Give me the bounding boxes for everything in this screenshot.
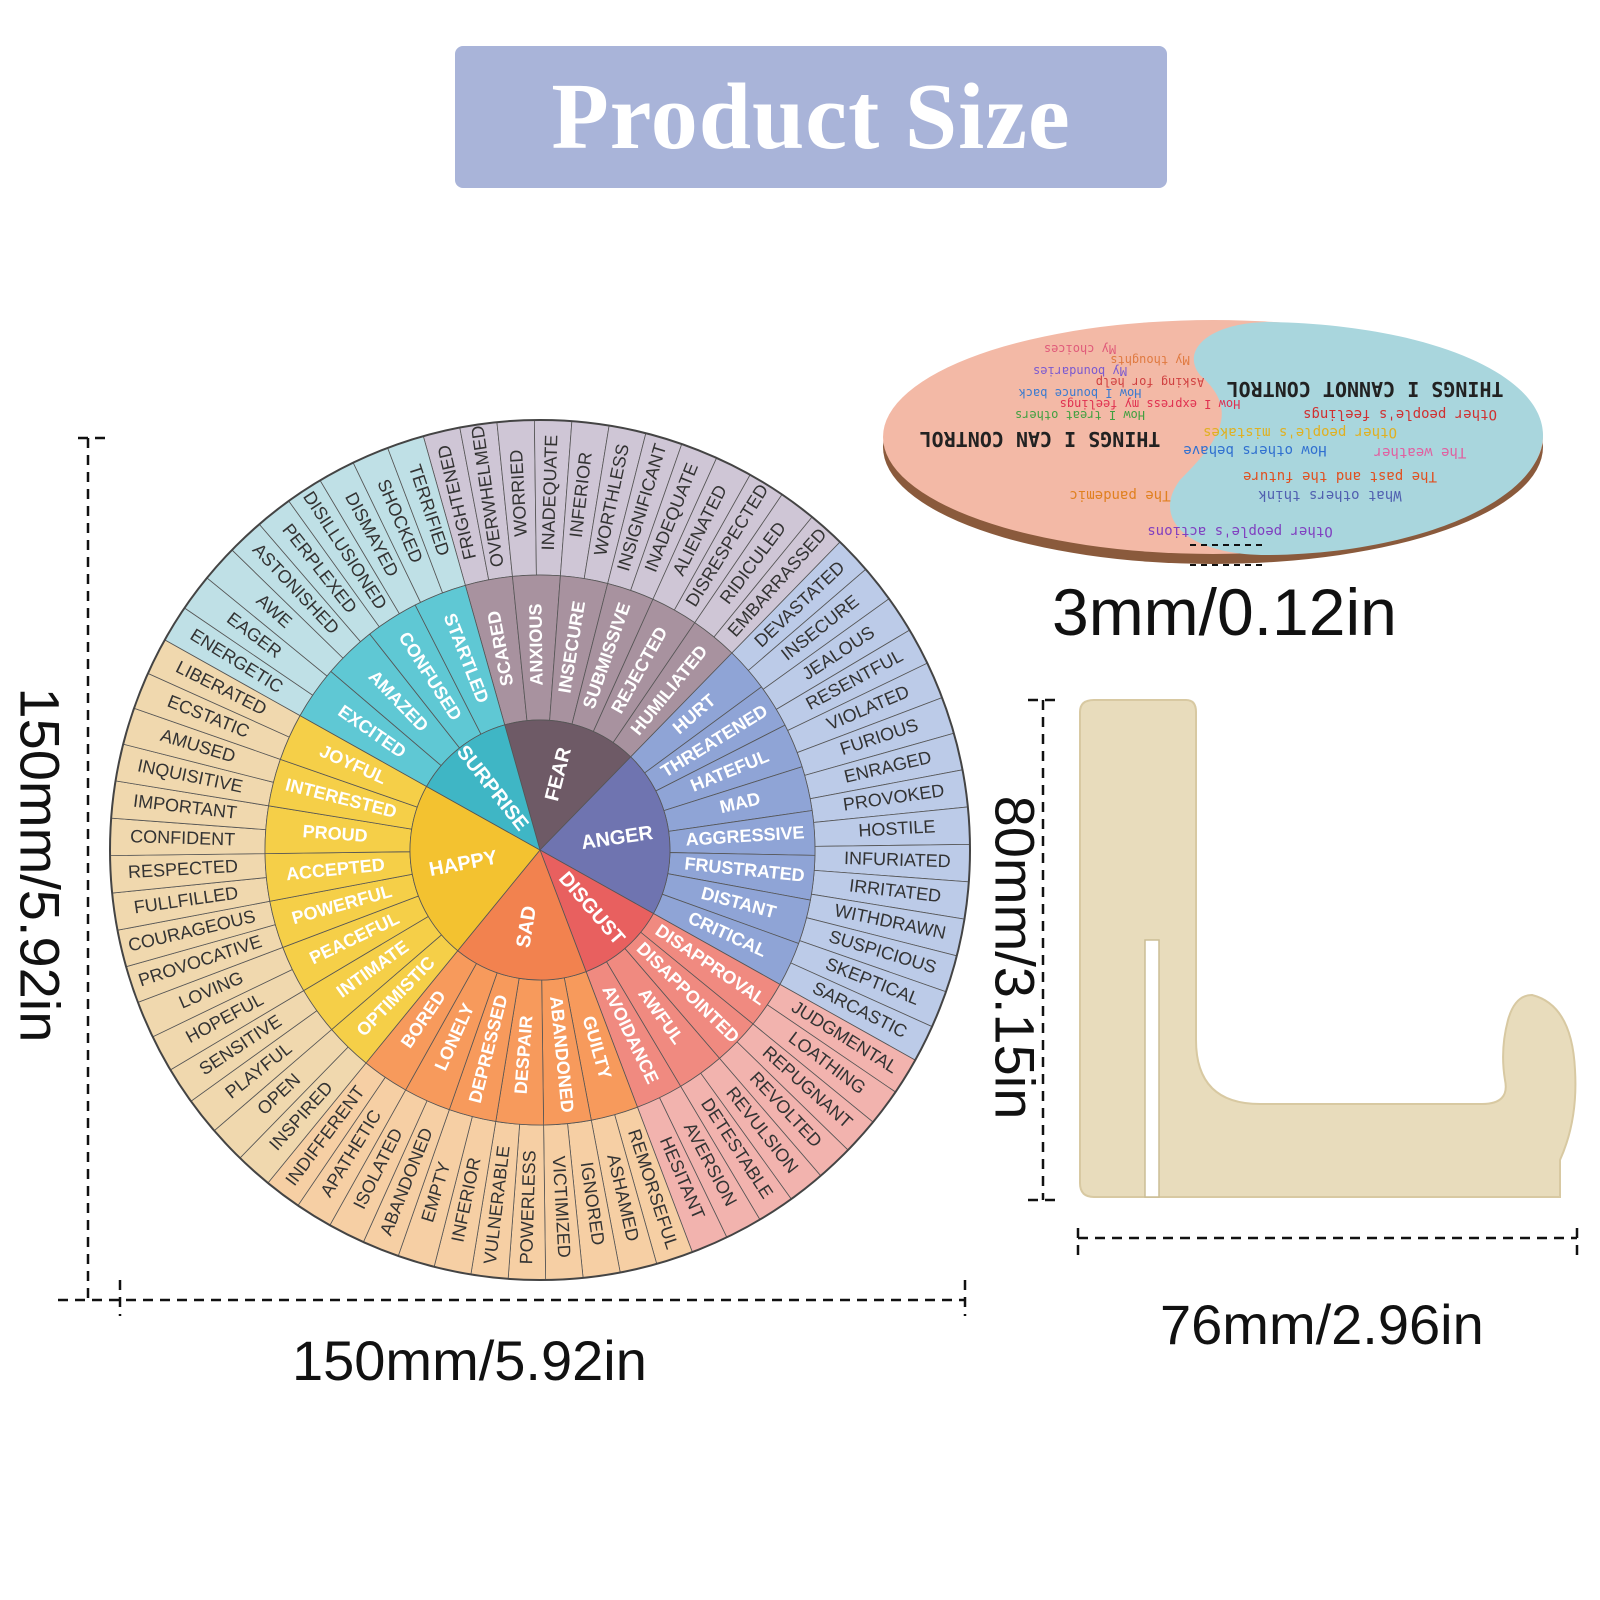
coaster-cannot-control-title: THINGS I CANNOT CONTROL xyxy=(1227,377,1504,401)
coaster-cannot-item: Other people's feelings xyxy=(1303,406,1497,422)
stand-height-label: 80mm/3.15in xyxy=(983,795,1047,1120)
outer-emotion-label: WORRIED xyxy=(506,449,531,537)
outer-emotion-label: HOSTILE xyxy=(858,816,936,840)
coaster-disc: THINGS I CAN CONTROL THINGS I CANNOT CONT… xyxy=(883,320,1544,564)
coaster-can-item: How I express my feelings xyxy=(1060,397,1241,411)
product-size-banner: Product Size xyxy=(455,46,1167,188)
wheel-height-dimension-line xyxy=(78,436,110,1300)
stand-height-dimension-line xyxy=(1028,698,1058,1202)
coaster-can-item: How I treat others xyxy=(1015,408,1145,422)
coaster-cannot-item: Other people's mistakes xyxy=(1203,424,1397,440)
wooden-stand xyxy=(1079,699,1577,1198)
core-emotion-segment xyxy=(426,724,541,851)
coaster-cannot-item: The pandemic xyxy=(1069,487,1170,503)
coaster-cannot-item: The past and the future xyxy=(1243,468,1437,484)
coaster-cannot-item: What others think xyxy=(1258,487,1402,503)
middle-emotion-label: PROUD xyxy=(302,821,368,846)
coaster-can-item: How I bounce back xyxy=(1018,386,1142,400)
coaster-can-item: Asking for help xyxy=(1096,375,1204,389)
coaster-cannot-item: The weather xyxy=(1374,444,1467,460)
wheel-width-label: 150mm/5.92in xyxy=(292,1329,647,1392)
wheel-outline xyxy=(109,419,971,1281)
banner-title: Product Size xyxy=(551,65,1071,169)
coaster-cannot-item: Other people's actions xyxy=(1147,523,1332,539)
coaster-can-item: My choices xyxy=(1044,342,1116,356)
wheel-width-dimension-line xyxy=(58,1280,967,1316)
thickness-dimension-marker xyxy=(1190,544,1262,566)
middle-emotion-label: ANXIOUS xyxy=(526,603,547,685)
outer-emotion-label: INFURIATED xyxy=(844,848,951,871)
coaster-can-item: My thoughts xyxy=(1110,353,1189,367)
outer-emotion-label: INADEQUATE xyxy=(538,435,562,551)
wheel-height-label: 150mm/5.92in xyxy=(8,687,72,1043)
coaster-can-control-title: THINGS I CAN CONTROL xyxy=(920,427,1161,451)
thickness-label: 3mm/0.12in xyxy=(1052,575,1397,649)
coaster-cannot-item: How others behave xyxy=(1183,442,1326,458)
outer-emotion-label: POWERLESS xyxy=(516,1150,539,1265)
outer-emotion-label: CONFIDENT xyxy=(130,826,236,849)
coaster-can-item: My boundaries xyxy=(1033,364,1127,378)
stand-width-dimension-line xyxy=(1076,1228,1579,1258)
stand-width-label: 76mm/2.96in xyxy=(1160,1293,1484,1356)
